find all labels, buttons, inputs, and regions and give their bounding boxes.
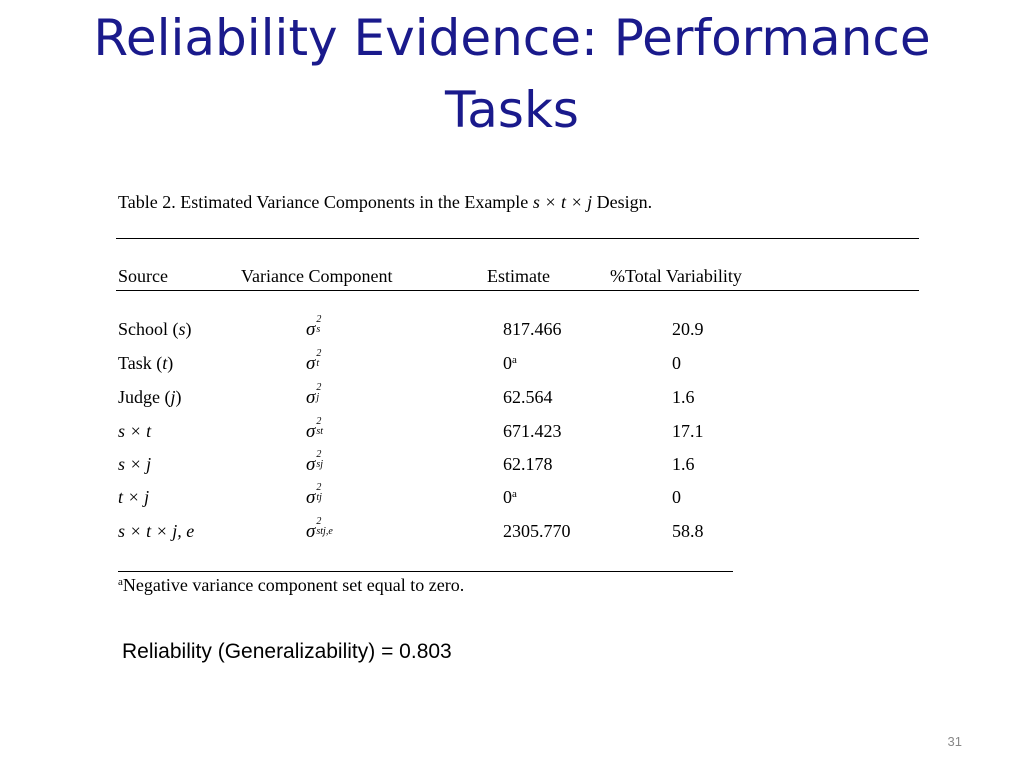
variance-symbol: σ 2 tj <box>306 482 322 509</box>
source-cell: t × j <box>118 487 150 507</box>
table-footnote: aNegative variance component set equal t… <box>118 575 465 595</box>
table-row: Judge (j) σ 2 j 62.564 1.6 <box>0 382 1024 419</box>
table-bottom-rule <box>118 571 733 572</box>
variance-symbol: σ 2 sj <box>306 449 324 476</box>
header-rule <box>116 290 919 291</box>
percent-cell: 0 <box>672 353 681 373</box>
table-row: Task (t) σ 2 t 0a 0 <box>0 348 1024 385</box>
estimate-cell: 2305.770 <box>503 521 571 541</box>
table-row: School (s) σ 2 s 817.466 20.9 <box>0 314 1024 351</box>
source-cell: s × t <box>118 421 152 441</box>
header-estimate: Estimate <box>487 266 550 286</box>
source-cell: School (s) <box>118 319 192 339</box>
estimate-cell: 0a <box>503 353 517 373</box>
percent-cell: 20.9 <box>672 319 704 339</box>
source-cell: s × t × j, e <box>118 521 195 541</box>
header-variance-component: Variance Component <box>241 266 393 286</box>
source-cell: Judge (j) <box>118 387 182 407</box>
table-caption: Table 2. Estimated Variance Components i… <box>118 192 653 212</box>
percent-cell: 58.8 <box>672 521 704 541</box>
percent-cell: 1.6 <box>672 454 695 474</box>
percent-cell: 1.6 <box>672 387 695 407</box>
page-number: 31 <box>947 734 962 749</box>
source-cell: Task (t) <box>118 353 174 373</box>
slide-title-line-2: Tasks <box>445 81 579 139</box>
slide-title: Reliability Evidence: Performance Tasks <box>0 2 1024 146</box>
header-source: Source <box>118 266 168 286</box>
slide-title-line-1: Reliability Evidence: Performance <box>93 9 931 67</box>
header-total-variability: %Total Variability <box>610 266 742 286</box>
table-top-rule <box>116 238 919 239</box>
percent-cell: 0 <box>672 487 681 507</box>
estimate-cell: 671.423 <box>503 421 562 441</box>
estimate-cell: 0a <box>503 487 517 507</box>
source-cell: s × j <box>118 454 152 474</box>
estimate-cell: 817.466 <box>503 319 562 339</box>
estimate-cell: 62.564 <box>503 387 553 407</box>
table-row: t × j σ 2 tj 0a 0 <box>0 482 1024 519</box>
estimate-cell: 62.178 <box>503 454 553 474</box>
table-row: s × j σ 2 sj 62.178 1.6 <box>0 449 1024 486</box>
percent-cell: 17.1 <box>672 421 704 441</box>
variance-symbol: σ 2 stj,e <box>306 516 333 543</box>
table-row: s × t × j, e σ 2 stj,e 2305.770 58.8 <box>0 516 1024 553</box>
reliability-result: Reliability (Generalizability) = 0.803 <box>122 640 452 663</box>
